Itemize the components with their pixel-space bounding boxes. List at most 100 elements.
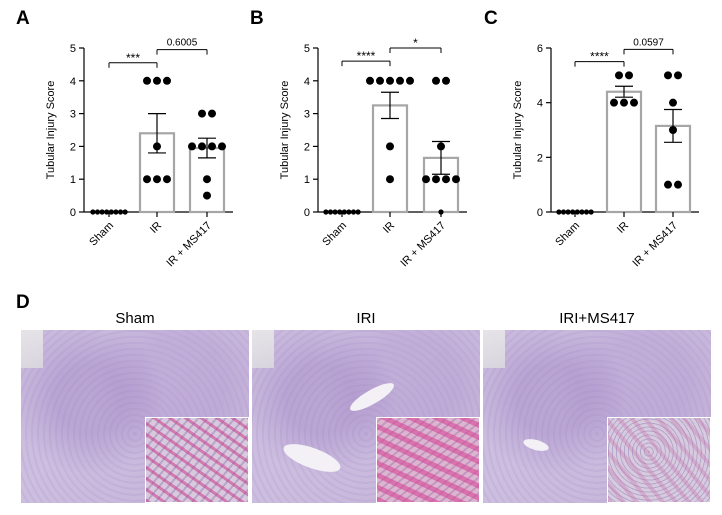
chart-b-y-tick-label: 0 — [304, 207, 310, 219]
chart-c-y-tick-label: 0 — [537, 207, 543, 219]
chart-a-y-axis-label: Tubular Injury Score — [45, 81, 57, 180]
chart-b-data-point — [432, 175, 440, 184]
histology-title-iri-ms417: IRI+MS417 — [559, 310, 635, 327]
chart-c-data-point — [583, 209, 590, 215]
histology-title-sham: Sham — [115, 310, 155, 327]
chart-a-y-tick-label: 4 — [70, 76, 76, 88]
chart-a-data-point — [99, 209, 105, 215]
chart-b-y-tick-label: 5 — [304, 43, 310, 55]
chart-b-data-point — [386, 175, 394, 184]
chart-a-y-tick-label: 1 — [70, 174, 76, 186]
chart-a-data-point — [143, 76, 151, 85]
chart-c-category-label: IR + MS417 — [630, 220, 680, 270]
chart-a-y-tick-label: 5 — [70, 43, 76, 55]
chart-c-data-point — [664, 71, 672, 80]
chart-c-data-point — [610, 98, 618, 107]
chart-c-y-tick-label: 6 — [537, 43, 543, 55]
chart-a-data-point — [218, 142, 226, 151]
chart-a-data-point — [104, 209, 110, 215]
histology-inset-iri-ms417 — [607, 417, 711, 503]
chart-c-data-point — [556, 209, 562, 215]
chart-c-data-point — [570, 209, 576, 215]
histology-image-iri-ms417 — [483, 330, 711, 503]
chart-b-data-point — [332, 209, 338, 215]
chart-c-sig-label: **** — [590, 50, 609, 64]
chart-a-category-label: Sham — [87, 220, 116, 249]
chart-b-data-point — [386, 142, 394, 151]
chart-a-data-point — [90, 209, 96, 215]
chart-b-data-point — [432, 76, 440, 85]
chart-c-data-point — [674, 71, 682, 80]
chart-b-category-label: Sham — [320, 220, 349, 249]
chart-b-data-point — [437, 142, 445, 151]
chart-b-data-point — [422, 175, 430, 184]
chart-a-data-point — [108, 209, 114, 215]
chart-a-data-point — [113, 209, 119, 215]
chart-a-data-point — [143, 175, 151, 184]
chart-c-data-point — [588, 209, 594, 215]
histology-image-sham — [21, 330, 249, 503]
chart-b-data-point — [452, 175, 460, 184]
chart-a-data-point — [117, 209, 124, 215]
chart-a-data-point — [163, 76, 171, 85]
chart-c-data-point — [664, 180, 672, 189]
histology-image-iri — [252, 330, 480, 503]
chart-c-data-point — [669, 126, 677, 134]
chart-c-y-tick-label: 2 — [537, 152, 543, 164]
chart-a-data-point — [153, 142, 161, 151]
chart-c-data-point — [579, 209, 585, 215]
histology-title-iri: IRI — [356, 310, 376, 327]
panel-letter-a: A — [16, 8, 30, 29]
chart-b-data-point — [442, 76, 450, 85]
chart-b-data-point — [386, 76, 394, 85]
chart-b-bar — [371, 104, 409, 214]
chart-b-data-point — [406, 76, 414, 85]
chart-b-data-point — [341, 209, 347, 215]
chart-b-data-point — [355, 209, 361, 215]
chart-a-category-label: IR — [148, 220, 164, 236]
chart-b-data-point — [396, 76, 404, 85]
chart-b-y-tick-label: 3 — [304, 109, 310, 121]
chart-c-data-point — [669, 98, 677, 107]
chart-c-data-point — [620, 98, 628, 107]
chart-c-category-label: Sham — [553, 220, 582, 249]
panel-letter-b: B — [250, 8, 264, 29]
panel-letter-d: D — [16, 292, 30, 313]
chart-b-data-point — [323, 209, 329, 215]
chart-c-y-axis-label: Tubular Injury Score — [512, 81, 524, 180]
chart-c-data-point — [625, 71, 633, 80]
chart-b-sig-label: * — [413, 36, 418, 50]
chart-a-data-point — [153, 76, 161, 85]
chart-a-data-point — [188, 142, 196, 151]
chart-a-data-point — [153, 175, 161, 184]
chart-a-data-point — [203, 191, 211, 200]
chart-a-data-point — [94, 209, 101, 215]
chart-b-category-label: IR — [381, 220, 397, 236]
chart-a-y-tick-label: 0 — [70, 207, 76, 219]
chart-a-data-point — [198, 109, 206, 118]
chart-b-category-label: IR + MS417 — [398, 220, 448, 270]
chart-c-data-point — [615, 71, 623, 80]
chart-a-data-point — [198, 142, 206, 151]
chart-c-y-tick-label: 4 — [537, 98, 543, 110]
histology-inset-iri — [376, 417, 480, 503]
chart-b-sig-label: **** — [357, 49, 376, 63]
chart-c-sig-label: 0.0597 — [633, 37, 664, 48]
chart-a-data-point — [122, 209, 128, 215]
panel-letter-c: C — [484, 8, 498, 29]
chart-a-data-point — [208, 109, 216, 118]
chart-b-y-tick-label: 1 — [304, 174, 310, 186]
chart-c-data-point — [560, 209, 567, 215]
chart-b-data-point — [366, 76, 374, 85]
chart-b-y-axis-label: Tubular Injury Score — [279, 81, 291, 180]
chart-b-y-tick-label: 2 — [304, 141, 310, 153]
chart-b-data-point — [337, 209, 343, 215]
chart-a-data-point — [203, 175, 211, 184]
chart-b-data-point — [346, 209, 352, 215]
chart-a-data-point — [163, 175, 171, 184]
chart-c-data-point — [565, 209, 571, 215]
chart-a-y-tick-label: 3 — [70, 109, 76, 121]
histology-inset-sham — [145, 417, 249, 503]
chart-c-data-point — [674, 180, 682, 189]
